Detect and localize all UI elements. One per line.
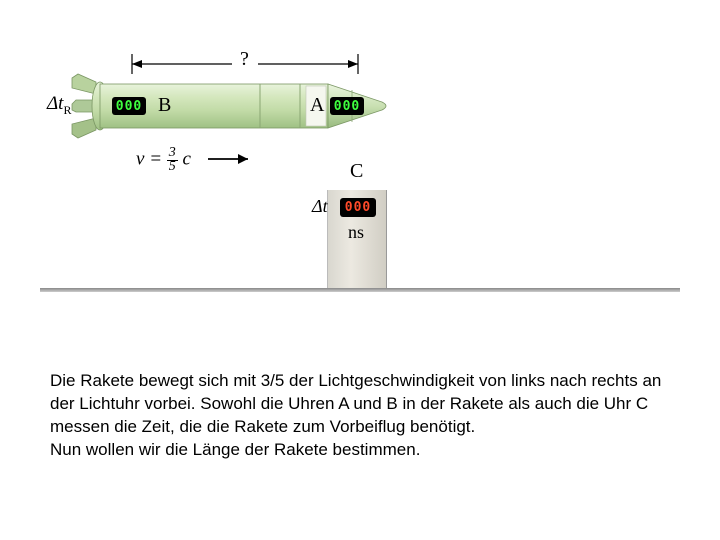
display-a: 000 bbox=[330, 97, 364, 115]
label-c: C bbox=[350, 160, 363, 183]
paragraph-1: Die Rakete bewegt sich mit 3/5 der Licht… bbox=[50, 370, 670, 439]
label-b: B bbox=[158, 94, 171, 117]
display-c: 000 bbox=[340, 198, 376, 217]
display-b: 000 bbox=[112, 97, 146, 115]
delta-tr-label: ΔtR bbox=[47, 93, 71, 118]
paragraph-2: Nun wollen wir die Länge der Rakete best… bbox=[50, 439, 670, 462]
description-text: Die Rakete bewegt sich mit 3/5 der Licht… bbox=[50, 370, 670, 462]
diagram-canvas: ? ΔtR 000 000 B A v = 35 c C 000 Δt ns bbox=[0, 0, 720, 330]
question-mark-label: ? bbox=[240, 48, 249, 71]
ns-label: ns bbox=[348, 222, 364, 243]
display-b-value: 000 bbox=[116, 99, 142, 114]
display-c-value: 000 bbox=[345, 200, 371, 215]
velocity-label: v = 35 c bbox=[136, 147, 191, 173]
delta-t-label: Δt bbox=[312, 196, 328, 217]
display-a-value: 000 bbox=[334, 99, 360, 114]
ground-line bbox=[40, 288, 680, 292]
label-a: A bbox=[310, 94, 324, 117]
